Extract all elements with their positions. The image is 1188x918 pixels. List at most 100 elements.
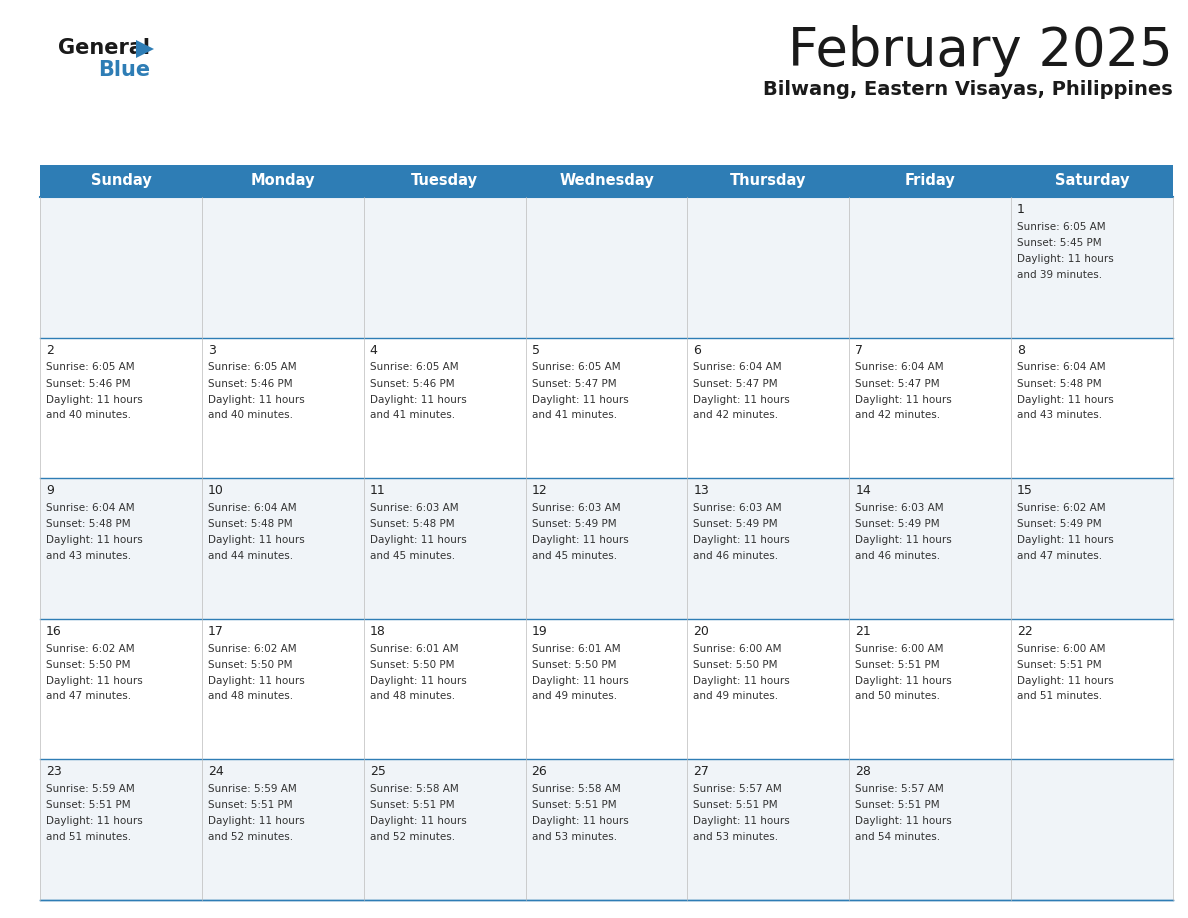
Text: Sunset: 5:49 PM: Sunset: 5:49 PM	[531, 520, 617, 529]
Text: Sunrise: 6:04 AM: Sunrise: 6:04 AM	[46, 503, 134, 513]
Bar	[364, 478, 525, 619]
Text: and 44 minutes.: and 44 minutes.	[208, 551, 293, 561]
Text: February 2025: February 2025	[789, 25, 1173, 77]
Text: 5: 5	[531, 343, 539, 356]
Text: 6: 6	[694, 343, 701, 356]
Text: and 46 minutes.: and 46 minutes.	[694, 551, 778, 561]
Text: and 39 minutes.: and 39 minutes.	[1017, 270, 1102, 279]
Text: Daylight: 11 hours: Daylight: 11 hours	[46, 395, 143, 405]
Text: Sunset: 5:49 PM: Sunset: 5:49 PM	[855, 520, 940, 529]
Text: and 40 minutes.: and 40 minutes.	[208, 410, 293, 420]
Bar	[202, 197, 364, 338]
Bar	[202, 478, 364, 619]
Text: 2: 2	[46, 343, 53, 356]
Text: Daylight: 11 hours: Daylight: 11 hours	[369, 395, 467, 405]
Text: Sunrise: 6:00 AM: Sunrise: 6:00 AM	[855, 644, 943, 654]
Bar	[688, 197, 849, 338]
Text: Sunrise: 6:00 AM: Sunrise: 6:00 AM	[694, 644, 782, 654]
Bar	[525, 338, 688, 478]
Text: Sunrise: 6:05 AM: Sunrise: 6:05 AM	[46, 363, 134, 373]
Text: Thursday: Thursday	[731, 174, 807, 188]
Text: Sunset: 5:48 PM: Sunset: 5:48 PM	[1017, 378, 1101, 388]
Text: 24: 24	[208, 766, 223, 778]
Text: Sunrise: 5:58 AM: Sunrise: 5:58 AM	[369, 784, 459, 794]
Text: Daylight: 11 hours: Daylight: 11 hours	[1017, 535, 1114, 545]
Text: Friday: Friday	[905, 174, 955, 188]
Text: 27: 27	[694, 766, 709, 778]
Text: Sunday: Sunday	[90, 174, 151, 188]
Text: Sunrise: 6:01 AM: Sunrise: 6:01 AM	[531, 644, 620, 654]
Text: Sunrise: 6:04 AM: Sunrise: 6:04 AM	[855, 363, 944, 373]
Bar	[849, 197, 1011, 338]
Bar	[202, 338, 364, 478]
Text: 23: 23	[46, 766, 62, 778]
Bar	[1011, 478, 1173, 619]
Bar	[1011, 338, 1173, 478]
Bar	[40, 197, 202, 338]
Text: Daylight: 11 hours: Daylight: 11 hours	[531, 816, 628, 826]
Text: and 52 minutes.: and 52 minutes.	[208, 832, 293, 842]
Text: and 42 minutes.: and 42 minutes.	[855, 410, 941, 420]
Text: Sunrise: 6:02 AM: Sunrise: 6:02 AM	[208, 644, 297, 654]
Bar	[40, 338, 202, 478]
Text: Sunrise: 6:01 AM: Sunrise: 6:01 AM	[369, 644, 459, 654]
Text: Daylight: 11 hours: Daylight: 11 hours	[208, 395, 304, 405]
Text: Tuesday: Tuesday	[411, 174, 478, 188]
Text: Sunset: 5:51 PM: Sunset: 5:51 PM	[531, 800, 617, 811]
Text: Sunrise: 5:59 AM: Sunrise: 5:59 AM	[46, 784, 134, 794]
Text: and 52 minutes.: and 52 minutes.	[369, 832, 455, 842]
Text: General: General	[58, 38, 150, 58]
Bar	[525, 197, 688, 338]
Bar	[1011, 197, 1173, 338]
Text: 8: 8	[1017, 343, 1025, 356]
Text: Daylight: 11 hours: Daylight: 11 hours	[1017, 676, 1114, 686]
Text: 19: 19	[531, 625, 548, 638]
Text: Sunrise: 5:57 AM: Sunrise: 5:57 AM	[694, 784, 782, 794]
Text: Saturday: Saturday	[1055, 174, 1130, 188]
Bar	[688, 759, 849, 900]
Text: 13: 13	[694, 484, 709, 498]
Text: Sunrise: 6:03 AM: Sunrise: 6:03 AM	[369, 503, 459, 513]
Text: Daylight: 11 hours: Daylight: 11 hours	[531, 535, 628, 545]
Bar	[525, 478, 688, 619]
Text: Sunset: 5:50 PM: Sunset: 5:50 PM	[46, 660, 131, 670]
Text: Daylight: 11 hours: Daylight: 11 hours	[1017, 395, 1114, 405]
Text: Sunrise: 6:04 AM: Sunrise: 6:04 AM	[1017, 363, 1106, 373]
Text: Daylight: 11 hours: Daylight: 11 hours	[208, 535, 304, 545]
Bar	[40, 165, 1173, 197]
Text: and 41 minutes.: and 41 minutes.	[531, 410, 617, 420]
Text: Daylight: 11 hours: Daylight: 11 hours	[531, 676, 628, 686]
Text: 3: 3	[208, 343, 216, 356]
Text: Sunset: 5:47 PM: Sunset: 5:47 PM	[694, 378, 778, 388]
Text: Sunset: 5:51 PM: Sunset: 5:51 PM	[208, 800, 292, 811]
Text: and 47 minutes.: and 47 minutes.	[1017, 551, 1102, 561]
Text: and 53 minutes.: and 53 minutes.	[531, 832, 617, 842]
Bar	[364, 759, 525, 900]
Text: Sunset: 5:47 PM: Sunset: 5:47 PM	[531, 378, 617, 388]
Text: Sunrise: 6:03 AM: Sunrise: 6:03 AM	[531, 503, 620, 513]
Text: Sunset: 5:51 PM: Sunset: 5:51 PM	[1017, 660, 1101, 670]
Text: Daylight: 11 hours: Daylight: 11 hours	[46, 816, 143, 826]
Text: 18: 18	[369, 625, 386, 638]
Text: Sunrise: 6:04 AM: Sunrise: 6:04 AM	[694, 363, 782, 373]
Text: Sunrise: 6:02 AM: Sunrise: 6:02 AM	[46, 644, 134, 654]
Text: and 41 minutes.: and 41 minutes.	[369, 410, 455, 420]
Text: and 51 minutes.: and 51 minutes.	[46, 832, 131, 842]
Text: Daylight: 11 hours: Daylight: 11 hours	[855, 535, 952, 545]
Bar	[202, 619, 364, 759]
Text: 7: 7	[855, 343, 864, 356]
Polygon shape	[135, 40, 154, 58]
Text: and 49 minutes.: and 49 minutes.	[694, 691, 778, 701]
Text: and 43 minutes.: and 43 minutes.	[46, 551, 131, 561]
Bar	[688, 619, 849, 759]
Text: Daylight: 11 hours: Daylight: 11 hours	[369, 816, 467, 826]
Bar	[849, 478, 1011, 619]
Bar	[40, 619, 202, 759]
Bar	[1011, 759, 1173, 900]
Text: Sunrise: 6:05 AM: Sunrise: 6:05 AM	[369, 363, 459, 373]
Text: Sunrise: 6:03 AM: Sunrise: 6:03 AM	[855, 503, 944, 513]
Text: Sunrise: 6:04 AM: Sunrise: 6:04 AM	[208, 503, 297, 513]
Text: 4: 4	[369, 343, 378, 356]
Text: 26: 26	[531, 766, 548, 778]
Text: and 40 minutes.: and 40 minutes.	[46, 410, 131, 420]
